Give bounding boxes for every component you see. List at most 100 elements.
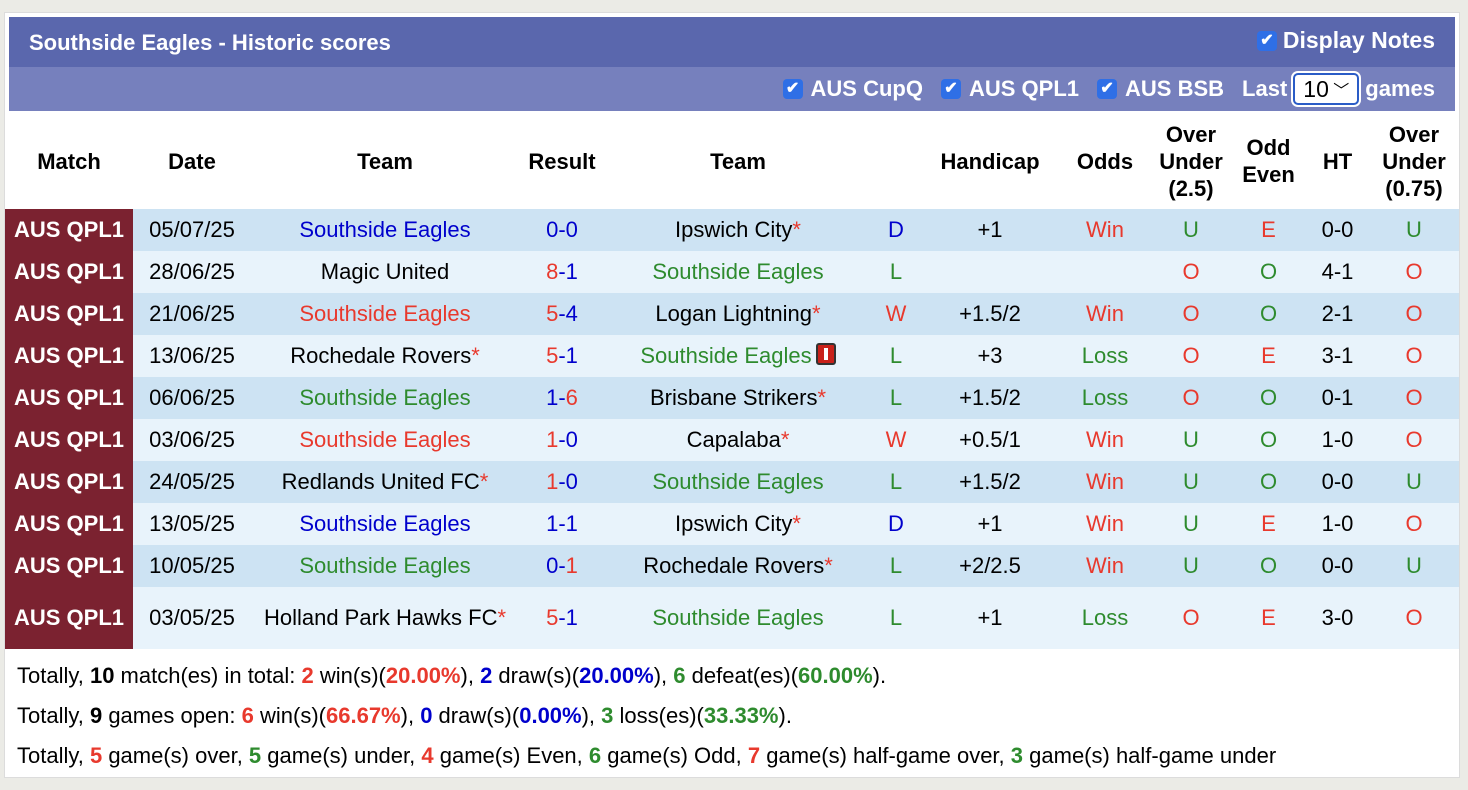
handicap: +1 — [921, 587, 1059, 649]
away-team[interactable]: Southside Eagles — [605, 335, 871, 377]
table-row[interactable]: AUS QPL1 10/05/25 Southside Eagles 0-1 Roche… — [5, 545, 1459, 587]
result[interactable]: 1-0 — [519, 461, 605, 503]
away-score: 1 — [565, 259, 578, 284]
scores-table: Match Date Team Result Team Handicap Odds Over … — [5, 113, 1459, 649]
home-team[interactable]: Southside Eagles — [251, 377, 519, 419]
match-league[interactable]: AUS QPL1 — [5, 209, 133, 251]
summary-text: ), — [460, 663, 481, 688]
away-team[interactable]: Ipswich City* — [605, 503, 871, 545]
table-row[interactable]: AUS QPL1 03/06/25 Southside Eagles 1-0 Capal… — [5, 419, 1459, 461]
home-score: 5 — [546, 343, 559, 368]
table-row[interactable]: AUS QPL1 28/06/25 Magic United 8-1 Southside… — [5, 251, 1459, 293]
home-score: 8 — [546, 259, 559, 284]
match-date: 21/06/25 — [133, 293, 251, 335]
outcome: L — [871, 251, 921, 293]
home-team[interactable]: Redlands United FC* — [251, 461, 519, 503]
table-row[interactable]: AUS QPL1 13/05/25 Southside Eagles 1-1 Ipswi… — [5, 503, 1459, 545]
table-row[interactable]: AUS QPL1 03/05/25 Holland Park Hawks FC* 5-… — [5, 587, 1459, 649]
summary-text: 20.00% — [385, 663, 461, 688]
match-date: 05/07/25 — [133, 209, 251, 251]
over-under-0-75: O — [1369, 419, 1459, 461]
home-team[interactable]: Magic United — [251, 251, 519, 293]
odd-even: E — [1231, 209, 1306, 251]
filter-aus-bsb[interactable]: ✔ AUS BSB — [1097, 76, 1224, 102]
home-team[interactable]: Rochedale Rovers* — [251, 335, 519, 377]
display-notes-checkbox[interactable]: ✔ Display Notes — [1256, 27, 1435, 54]
games-count-select[interactable]: 10 ﹀ — [1293, 73, 1360, 105]
home-score: 1 — [546, 427, 559, 452]
filter-bar: ✔ AUS CupQ ✔ AUS QPL1 ✔ AUS BSB Last 10 ﹀ ga… — [9, 67, 1455, 111]
result[interactable]: 1-0 — [519, 419, 605, 461]
checkbox-checked-icon[interactable]: ✔ — [1097, 79, 1118, 99]
match-league[interactable]: AUS QPL1 — [5, 587, 133, 649]
result[interactable]: 0-1 — [519, 545, 605, 587]
away-team[interactable]: Logan Lightning* — [605, 293, 871, 335]
over-under-0-75: O — [1369, 293, 1459, 335]
star-marker: * — [817, 385, 827, 410]
checkbox-checked-icon[interactable]: ✔ — [782, 79, 803, 99]
match-league[interactable]: AUS QPL1 — [5, 419, 133, 461]
column-header-date: Date — [168, 148, 216, 174]
result[interactable]: 5-1 — [519, 335, 605, 377]
away-team[interactable]: Ipswich City* — [605, 209, 871, 251]
match-league[interactable]: AUS QPL1 — [5, 503, 133, 545]
home-team[interactable]: Southside Eagles — [251, 293, 519, 335]
table-row[interactable]: AUS QPL1 05/07/25 Southside Eagles 0-0 Ipswi… — [5, 209, 1459, 251]
summary-line: Totally, 10 match(es) in total: 2 win(s)… — [17, 663, 886, 689]
home-team[interactable]: Southside Eagles — [251, 419, 519, 461]
result[interactable]: 5-4 — [519, 293, 605, 335]
half-time-score: 4-1 — [1306, 251, 1369, 293]
table-row[interactable]: AUS QPL1 06/06/25 Southside Eagles 1-6 Brisb… — [5, 377, 1459, 419]
filter-aus-qpl1[interactable]: ✔ AUS QPL1 — [940, 76, 1079, 102]
half-time-score: 0-0 — [1306, 461, 1369, 503]
away-team[interactable]: Capalaba* — [605, 419, 871, 461]
away-team-name: Ipswich City — [675, 217, 793, 242]
match-league[interactable]: AUS QPL1 — [5, 335, 133, 377]
away-team[interactable]: Southside Eagles — [605, 251, 871, 293]
summary-text: win(s)( — [253, 703, 326, 728]
match-league[interactable]: AUS QPL1 — [5, 545, 133, 587]
odds-result: Win — [1059, 209, 1151, 251]
home-team-name: Southside Eagles — [299, 301, 471, 326]
result[interactable]: 0-0 — [519, 209, 605, 251]
home-team[interactable]: Holland Park Hawks FC* — [251, 587, 519, 649]
home-team[interactable]: Southside Eagles — [251, 209, 519, 251]
star-marker: * — [792, 511, 801, 536]
home-team[interactable]: Southside Eagles — [251, 503, 519, 545]
select-value: 10 — [1303, 75, 1329, 102]
match-date: 24/05/25 — [133, 461, 251, 503]
away-team[interactable]: Rochedale Rovers* — [605, 545, 871, 587]
match-league[interactable]: AUS QPL1 — [5, 461, 133, 503]
result[interactable]: 5-1 — [519, 587, 605, 649]
result[interactable]: 1-1 — [519, 503, 605, 545]
home-team[interactable]: Southside Eagles — [251, 545, 519, 587]
score-separator: - — [558, 217, 566, 242]
odds-result: Win — [1059, 545, 1151, 587]
result[interactable]: 8-1 — [519, 251, 605, 293]
summary-text: ), — [653, 663, 674, 688]
outcome: L — [871, 587, 921, 649]
table-row[interactable]: AUS QPL1 24/05/25 Redlands United FC* 1-0 So… — [5, 461, 1459, 503]
away-score: 0 — [565, 469, 578, 494]
handicap: +1 — [921, 503, 1059, 545]
half-time-score: 0-1 — [1306, 377, 1369, 419]
filter-aus-cupq[interactable]: ✔ AUS CupQ — [782, 76, 923, 102]
checkbox-checked-icon[interactable]: ✔ — [1256, 30, 1277, 51]
checkbox-checked-icon[interactable]: ✔ — [940, 79, 961, 99]
away-team[interactable]: Brisbane Strikers* — [605, 377, 871, 419]
result[interactable]: 1-6 — [519, 377, 605, 419]
odds-result: Win — [1059, 419, 1151, 461]
match-league[interactable]: AUS QPL1 — [5, 251, 133, 293]
away-team[interactable]: Southside Eagles — [605, 587, 871, 649]
odd-even: O — [1231, 377, 1306, 419]
summary-text: 0.00% — [519, 703, 582, 728]
away-team[interactable]: Southside Eagles — [605, 461, 871, 503]
table-row[interactable]: AUS QPL1 13/06/25 Rochedale Rovers* 5-1 Sout… — [5, 335, 1459, 377]
outcome: D — [871, 209, 921, 251]
away-score: 1 — [565, 511, 578, 536]
summary-text: 5 — [248, 743, 262, 768]
over-under-2-5: U — [1151, 419, 1231, 461]
match-league[interactable]: AUS QPL1 — [5, 293, 133, 335]
table-row[interactable]: AUS QPL1 21/06/25 Southside Eagles 5-4 Logan… — [5, 293, 1459, 335]
match-league[interactable]: AUS QPL1 — [5, 377, 133, 419]
